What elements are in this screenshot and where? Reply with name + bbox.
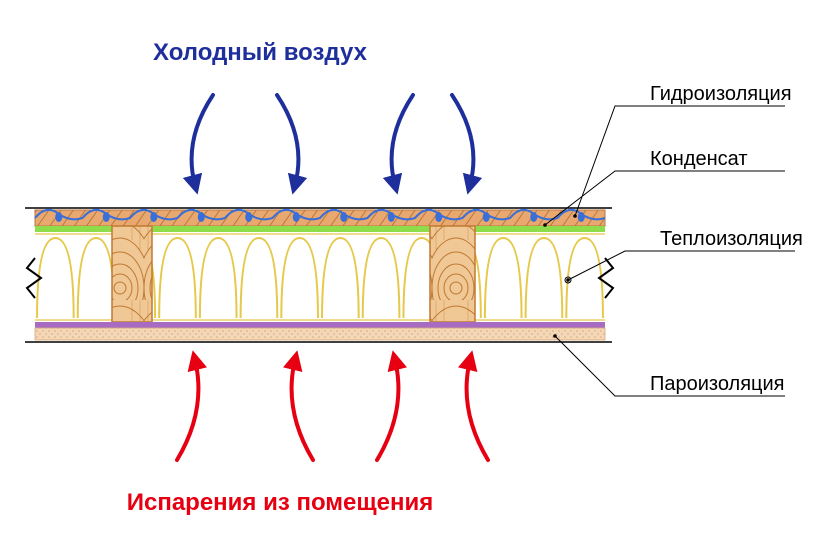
joist	[112, 226, 152, 322]
hot-air-arrows	[177, 360, 488, 460]
droplet-icon	[198, 212, 205, 222]
layer-vapor-barrier	[35, 322, 605, 328]
label-thermal: Теплоизоляция	[660, 228, 803, 250]
hot-arrow	[467, 360, 488, 460]
hot-arrow	[377, 360, 398, 460]
droplet-icon	[293, 212, 300, 222]
droplet-icon	[150, 212, 157, 222]
droplet-icon	[435, 212, 442, 222]
droplet-icon	[530, 212, 537, 222]
cold-arrow	[192, 95, 213, 185]
droplet-icon	[483, 212, 490, 222]
hot-arrow	[292, 360, 313, 460]
cold-arrow	[277, 95, 298, 185]
label-hydro: Гидроизоляция	[650, 83, 792, 105]
cold-arrow	[452, 95, 473, 185]
cold-air-title: Холодный воздух	[153, 39, 368, 66]
droplet-icon	[55, 212, 62, 222]
droplet-icon	[340, 212, 347, 222]
label-vapor: Пароизоляция	[650, 373, 785, 395]
label-condens: Конденсат	[650, 148, 748, 170]
cold-arrow	[392, 95, 413, 185]
insulation-diagram: Холодный воздух Испарения из помещения	[0, 0, 834, 550]
cross-section	[25, 208, 613, 342]
cold-air-arrows	[192, 95, 474, 185]
layer-sheathing-bot	[35, 328, 605, 340]
joist	[430, 226, 475, 322]
droplet-icon	[578, 212, 585, 222]
hot-air-title: Испарения из помещения	[127, 489, 434, 516]
droplet-icon	[245, 212, 252, 222]
hot-arrow	[177, 360, 198, 460]
droplet-icon	[388, 212, 395, 222]
droplet-icon	[103, 212, 110, 222]
